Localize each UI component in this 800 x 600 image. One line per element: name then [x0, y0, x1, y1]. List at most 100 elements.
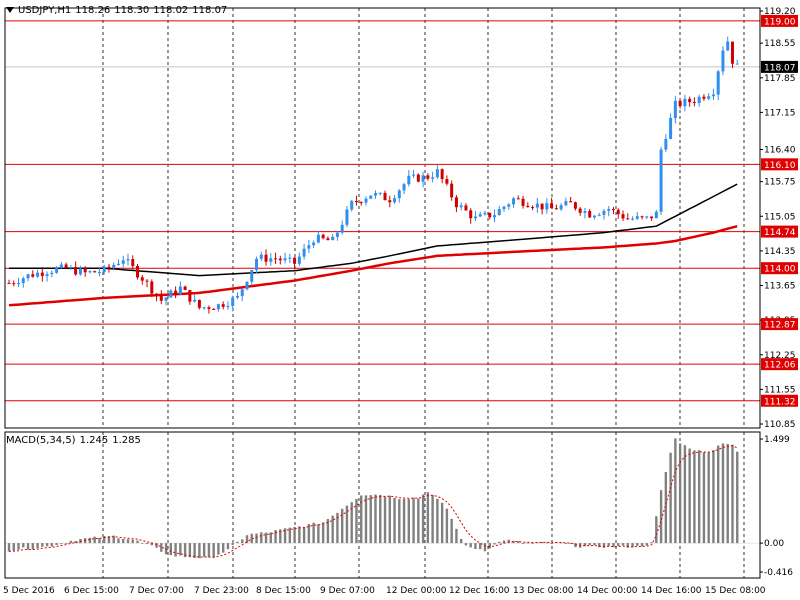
candle-body: [164, 297, 168, 301]
candle-body: [69, 267, 73, 269]
chart-header: USDJPY,H1 118.26 118.30 118.02 118.07: [6, 5, 231, 16]
macd-histogram-bar: [521, 543, 525, 544]
macd-histogram-bar: [702, 452, 706, 544]
x-tick-label: 15 Dec 08:00: [705, 586, 766, 596]
candle-body: [659, 149, 663, 212]
macd-histogram-bar: [512, 540, 515, 544]
candle-body: [550, 203, 554, 209]
candle-body: [83, 268, 87, 273]
macd-y-tick-label: 1.499: [764, 435, 790, 445]
macd-histogram-bar: [360, 495, 363, 544]
macd-histogram-bar: [617, 543, 620, 547]
candle-body: [635, 216, 639, 219]
macd-histogram-bar: [198, 543, 201, 559]
candle-body: [640, 216, 644, 218]
high-value: 118.30: [114, 5, 150, 16]
macd-histogram-bar: [450, 518, 453, 544]
y-tick-label: 114.35: [764, 247, 796, 257]
level-badge-label: 116.10: [764, 161, 796, 171]
candle-body: [692, 102, 696, 104]
candle-body: [611, 209, 615, 211]
macd-histogram-bar: [217, 543, 220, 555]
x-tick-label: 5 Dec 2016: [3, 586, 55, 596]
candle-body: [255, 258, 259, 270]
candle-body: [235, 295, 239, 298]
macd-histogram-bar: [464, 543, 468, 546]
candle-body: [312, 242, 316, 246]
macd-histogram-bar: [531, 542, 534, 544]
macd-histogram-bar: [255, 533, 258, 544]
candle-body: [516, 198, 520, 200]
macd-histogram-bar: [179, 543, 182, 556]
candle-body: [683, 98, 687, 107]
macd-signal-value: 1.285: [112, 435, 141, 446]
macd-histogram-bar: [459, 538, 463, 544]
candle-body: [216, 304, 220, 310]
candle-body: [259, 254, 263, 259]
axes: 5 Dec 2016 6 Dec 15:00 7 Dec 07:00 7 Dec 23…: [3, 7, 796, 596]
candle-body: [631, 218, 635, 220]
candle-body: [102, 266, 106, 273]
candle-body: [540, 203, 544, 210]
macd-histogram-bar: [564, 543, 568, 544]
macd-histogram-bar: [469, 543, 472, 548]
candle-body: [421, 175, 425, 182]
candle-body: [492, 215, 496, 218]
candle-body: [621, 214, 625, 219]
macd-histogram-bar: [659, 490, 663, 544]
macd-histogram-bar: [388, 495, 391, 544]
macd-histogram-bar: [726, 443, 729, 544]
macd-histogram-bar: [193, 543, 196, 559]
candle-body: [454, 197, 458, 208]
candle-body: [431, 177, 435, 179]
candle-body: [59, 264, 63, 268]
macd-histogram-bar: [483, 543, 487, 552]
macd-histogram-bar: [22, 543, 25, 548]
macd-histogram-bar: [7, 543, 11, 552]
x-tick-label: 8 Dec 15:00: [256, 586, 311, 596]
level-badge: [761, 358, 798, 371]
candle-body: [155, 293, 159, 296]
candle-body: [397, 190, 401, 199]
candle-body: [597, 214, 601, 216]
macd-histogram-bar: [231, 543, 234, 545]
candle-body: [426, 175, 430, 179]
macd-histogram-bar: [102, 535, 106, 544]
macd-histogram-bar: [364, 495, 368, 544]
macd-histogram-bar: [36, 543, 39, 549]
candle-body: [650, 216, 654, 219]
macd-histogram-bar: [693, 450, 696, 544]
y-tick-label: 119.20: [764, 7, 796, 17]
macd-histogram-bar: [431, 495, 434, 544]
current-price-badge: [761, 60, 798, 73]
candle-body: [293, 257, 297, 264]
candle-body: [126, 259, 130, 261]
macd-histogram-bar: [155, 543, 158, 548]
macd-histogram-bar: [45, 543, 49, 547]
macd-histogram-bar: [688, 448, 691, 544]
candle-body: [721, 50, 725, 72]
macd-histogram-bar: [112, 535, 115, 544]
level-badge: [761, 225, 798, 238]
candle-body: [316, 234, 320, 243]
macd-histogram-bar: [107, 536, 111, 544]
y-tick-label: 116.40: [764, 145, 796, 155]
macd-histogram-bar: [31, 543, 34, 550]
candle-body: [7, 283, 11, 285]
macd-histogram-bar: [712, 450, 715, 544]
candle-body: [607, 209, 611, 211]
macd-histogram-bar: [678, 443, 682, 544]
slow-moving-average: [8, 224, 738, 307]
candle-body: [702, 96, 706, 99]
macd-histogram-bar: [426, 492, 430, 544]
macd-histogram-bar: [260, 532, 263, 544]
dropdown-triangle-icon[interactable]: [6, 7, 14, 13]
macd-histogram-bar: [236, 541, 239, 544]
candle-body: [354, 200, 358, 203]
macd-histogram-bar: [374, 494, 377, 544]
macd-histogram-bar: [207, 543, 211, 558]
candle-body: [512, 198, 516, 205]
macd-histogram-bar: [131, 539, 134, 544]
macd-histogram-bar: [650, 542, 653, 544]
candle-body: [97, 272, 101, 274]
